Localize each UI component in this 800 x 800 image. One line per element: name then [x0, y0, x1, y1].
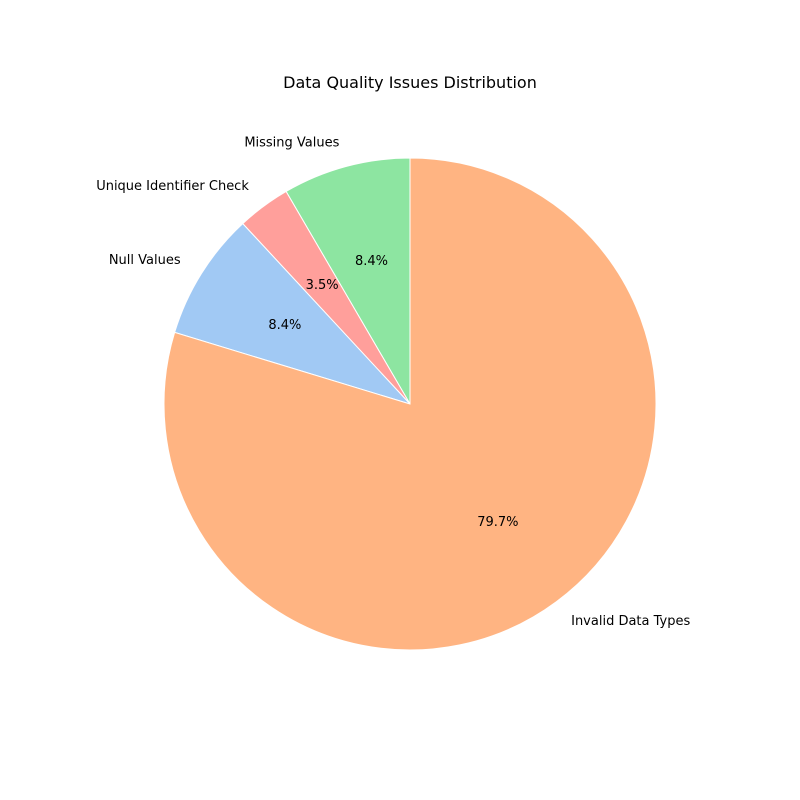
chart-title: Data Quality Issues Distribution	[283, 73, 537, 92]
pie-slice-invalid-data-types	[163, 157, 657, 651]
slice-label-missing-values: Missing Values	[244, 135, 339, 150]
slice-label-null-values: Null Values	[109, 253, 181, 268]
slice-percent-invalid-data-types: 79.7%	[477, 515, 518, 530]
pie-slices	[163, 157, 657, 651]
pie-labels: Missing Values Unique Identifier Check Nul…	[96, 135, 690, 629]
slice-percent-unique-identifier-check: 3.5%	[306, 278, 339, 293]
slice-label-invalid-data-types: Invalid Data Types	[571, 614, 690, 629]
slice-percent-null-values: 8.4%	[268, 318, 301, 333]
slice-label-unique-identifier-check: Unique Identifier Check	[96, 179, 249, 194]
pie-slice-missing-values	[285, 157, 411, 406]
slice-percent-missing-values: 8.4%	[355, 254, 388, 269]
pie-slice-null-values	[174, 222, 412, 406]
pie-percent-labels: 8.4% 3.5% 8.4% 79.7%	[268, 254, 518, 530]
